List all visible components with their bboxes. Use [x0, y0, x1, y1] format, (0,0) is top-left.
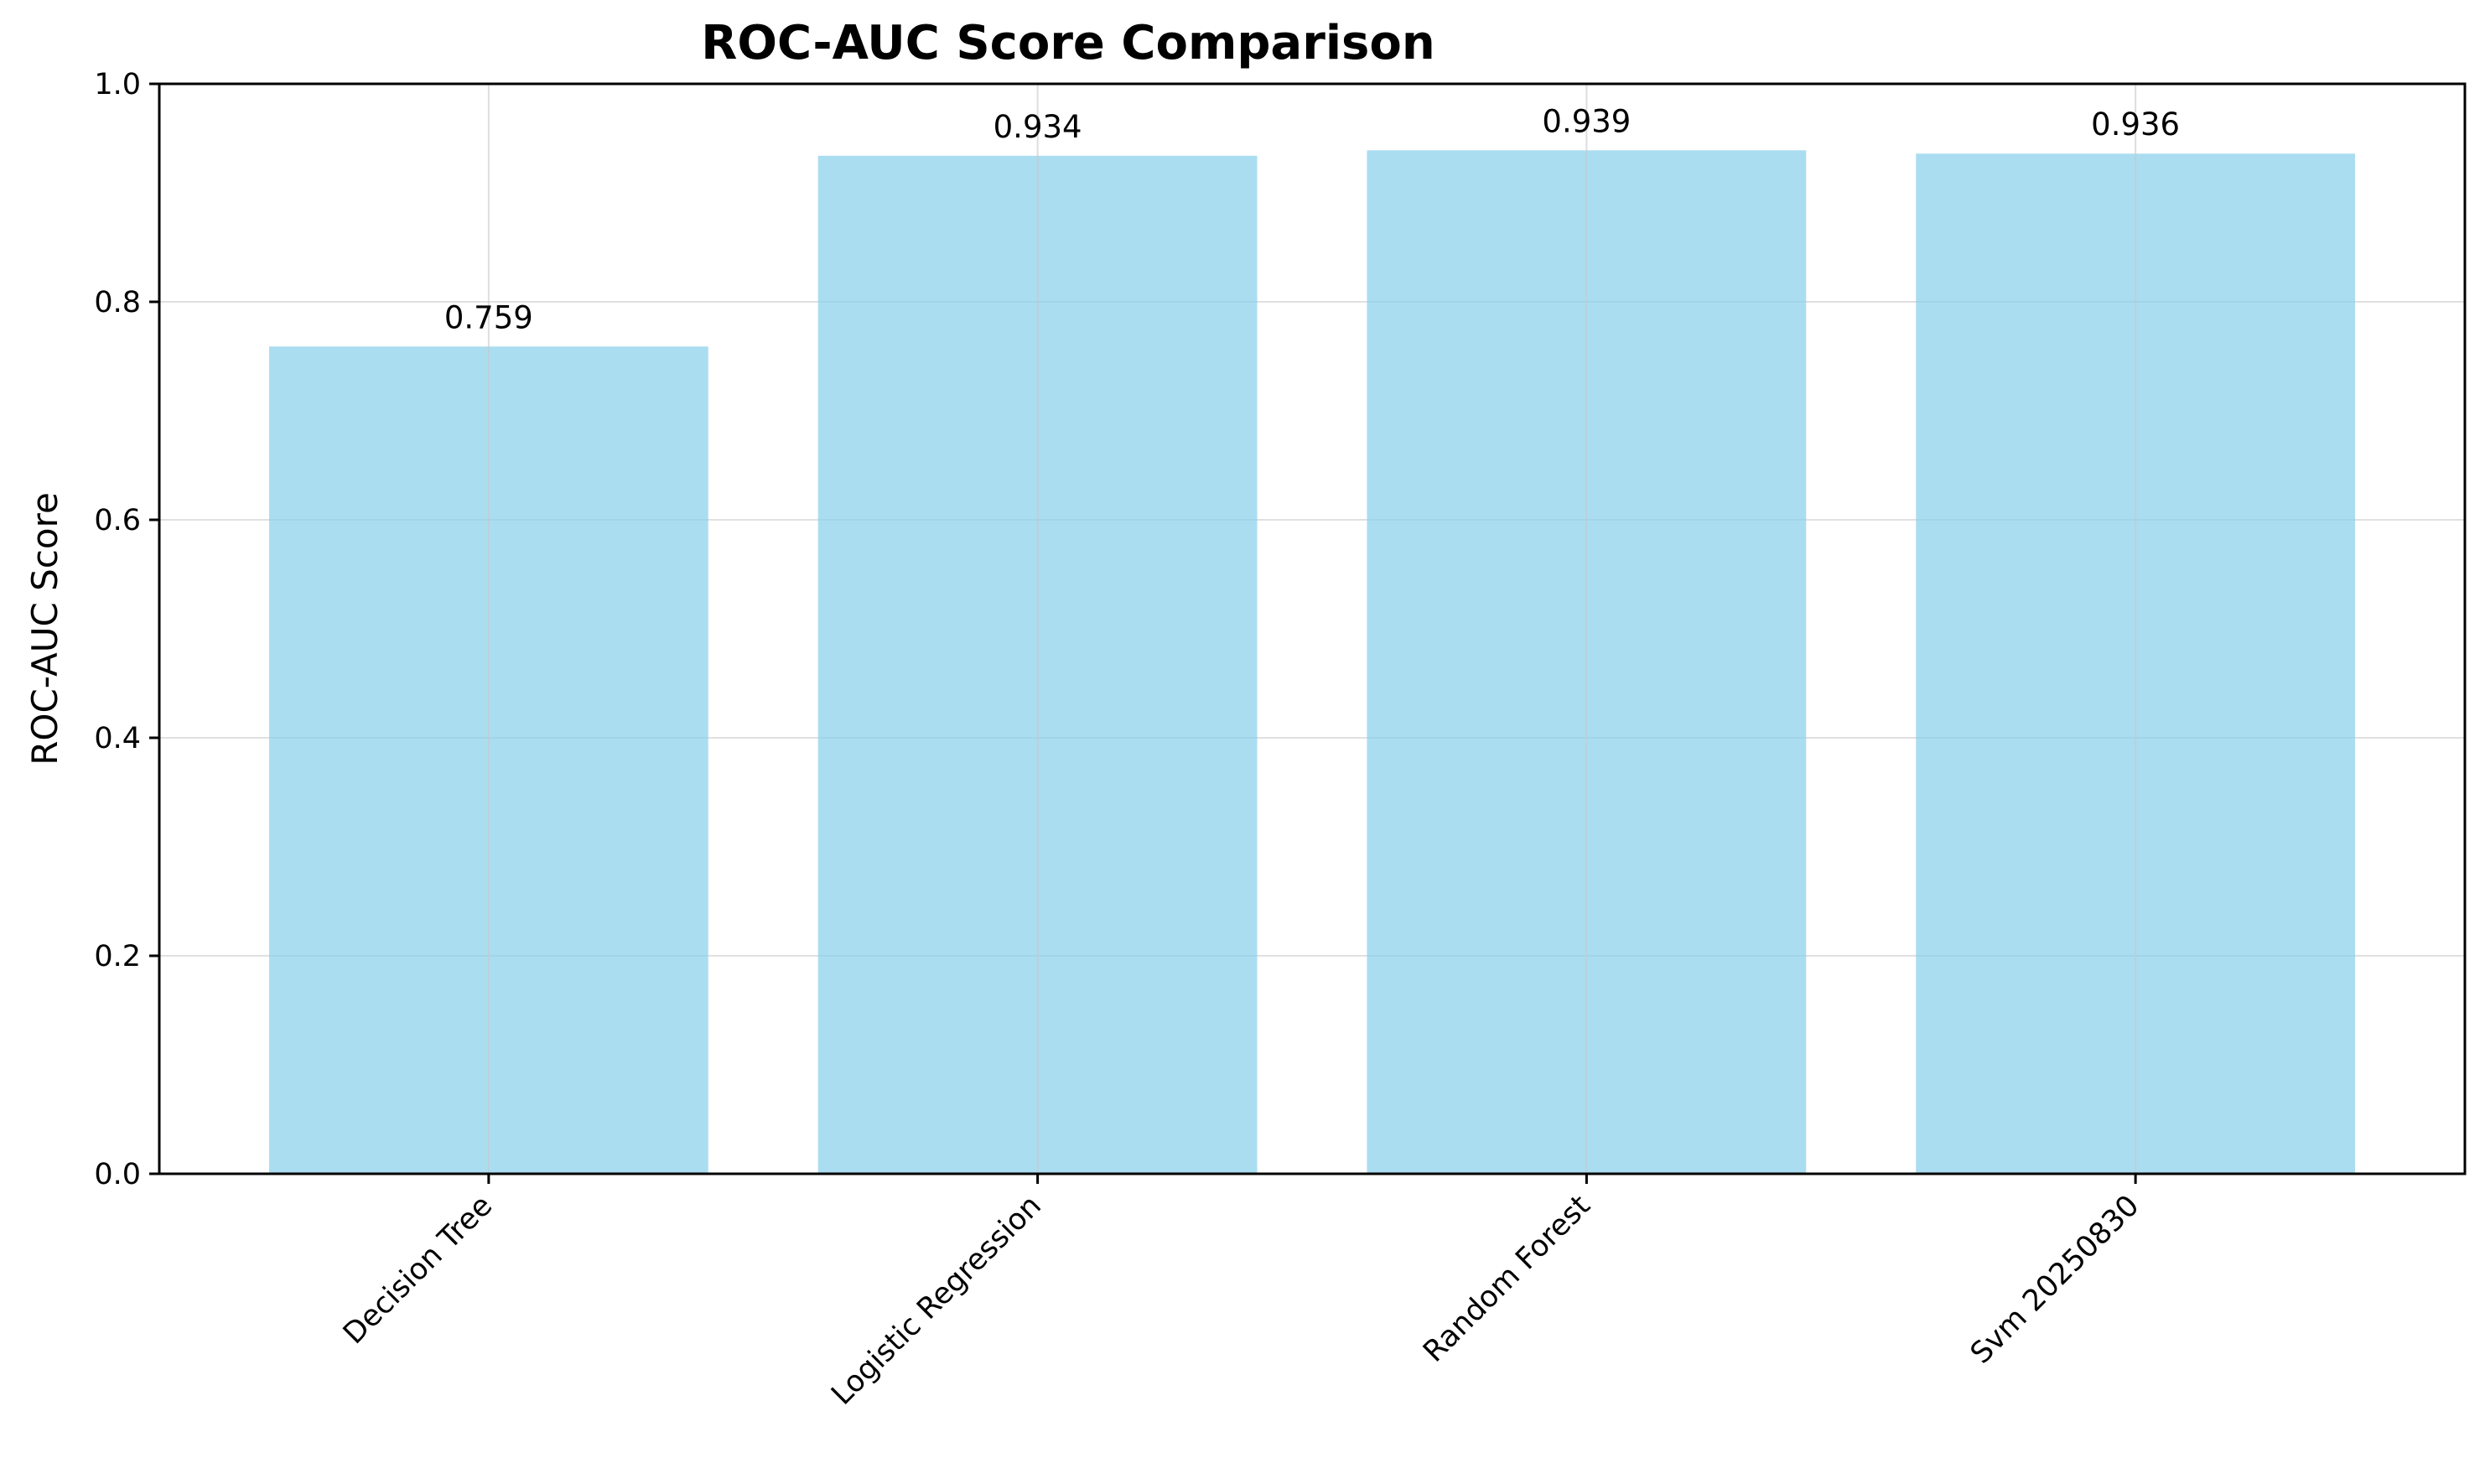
- bar-value-label: 0.934: [993, 109, 1082, 145]
- value-labels: 0.759 0.934 0.939 0.936: [444, 103, 2180, 335]
- y-tick-label: 0.4: [94, 722, 141, 755]
- plot-frame: [158, 82, 2467, 1175]
- chart-title: ROC-AUC Score Comparison: [701, 16, 1434, 70]
- y-tick-label: 1.0: [94, 68, 141, 101]
- y-tick-label: 0.0: [94, 1158, 141, 1191]
- vertical-grid-lines: [487, 84, 2137, 1174]
- bar-value-label: 0.936: [2091, 106, 2180, 143]
- y-axis-label: ROC-AUC Score: [24, 492, 65, 765]
- bar-value-label: 0.759: [444, 299, 533, 335]
- bar-value-label: 0.939: [1542, 103, 1631, 139]
- y-tick-label: 0.8: [94, 286, 141, 319]
- y-tick-label: 0.2: [94, 940, 141, 973]
- y-tick-label: 0.6: [94, 504, 141, 537]
